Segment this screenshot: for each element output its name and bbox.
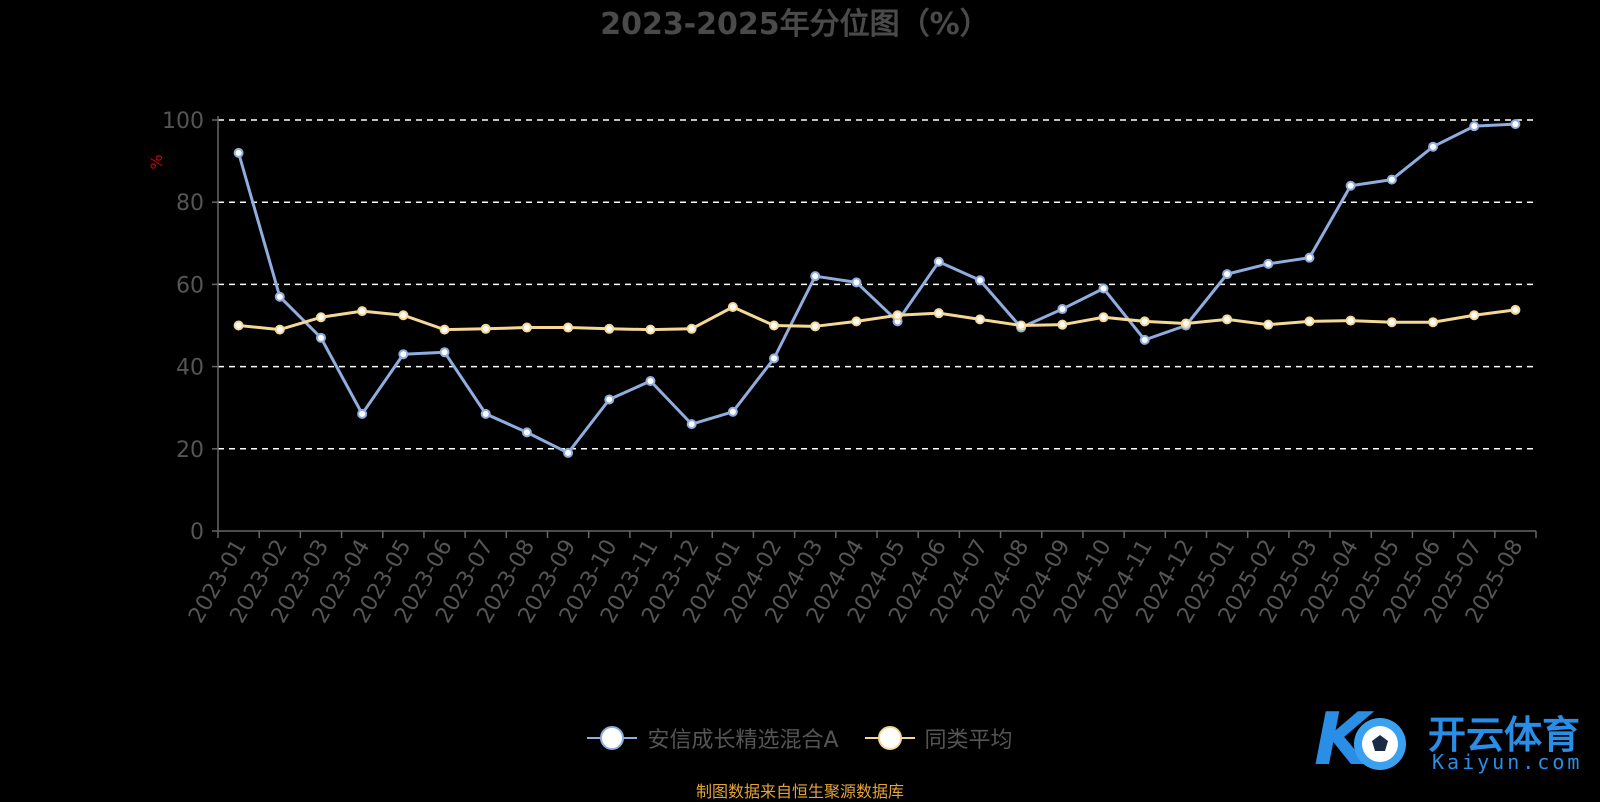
data-point (974, 314, 985, 325)
y-axis-unit: % (147, 154, 166, 169)
data-source-note: 制图数据来自恒生聚源数据库 (695, 782, 904, 801)
data-point (1469, 310, 1480, 321)
y-tick-label: 60 (176, 273, 204, 298)
data-point (521, 427, 532, 438)
legend-item-series-2[interactable]: 同类平均 (864, 722, 1013, 754)
data-point (645, 324, 656, 335)
data-point (315, 312, 326, 323)
series-line (237, 122, 1516, 455)
data-point (727, 302, 738, 313)
data-point (1222, 314, 1233, 325)
data-point (686, 419, 697, 430)
data-point (274, 291, 285, 302)
logo-url: Kaiyun.com (1432, 750, 1583, 774)
data-point (233, 147, 244, 158)
data-point (933, 256, 944, 267)
data-point (851, 316, 862, 327)
data-point (1180, 318, 1191, 329)
legend-item-series-1[interactable]: 安信成长精选混合A (587, 722, 839, 754)
data-point (1139, 334, 1150, 345)
data-point (1263, 258, 1274, 269)
series-2 (233, 302, 1521, 335)
y-tick-label: 80 (176, 191, 204, 216)
y-tick-label: 40 (176, 356, 204, 381)
data-point (1057, 304, 1068, 315)
data-point (1510, 119, 1521, 130)
data-point (1139, 316, 1150, 327)
data-point (604, 394, 615, 405)
series-group (233, 119, 1521, 458)
data-point (1222, 269, 1233, 280)
data-point (1304, 316, 1315, 327)
data-point (1345, 180, 1356, 191)
data-point (357, 408, 368, 419)
data-point (274, 324, 285, 335)
x-axis-ticks: 2023-012023-022023-032023-042023-052023-… (184, 531, 1537, 628)
data-point (810, 321, 821, 332)
y-tick-label: 0 (190, 520, 204, 545)
data-point (851, 277, 862, 288)
logo-wordmark: 开云体育 (1428, 713, 1581, 757)
line-chart: 2023-2025年分位图（%） % 0 20 40 60 80 100 2023-012… (147, 7, 1537, 628)
soccer-ball-logo-icon: K (1314, 697, 1406, 781)
data-point (439, 324, 450, 335)
series-1 (233, 119, 1521, 458)
legend-label-series-1: 安信成长精选混合A (647, 728, 839, 753)
data-point (769, 353, 780, 364)
legend-label-series-2: 同类平均 (924, 728, 1013, 753)
data-point (439, 347, 450, 358)
legend: 安信成长精选混合A 同类平均 (0, 718, 1600, 758)
brand-logo: K 开云体育 Kaiyun.com (1312, 697, 1592, 781)
data-point (398, 310, 409, 321)
data-point (521, 322, 532, 333)
data-point (1428, 141, 1439, 152)
data-point (1016, 320, 1027, 331)
data-point (1469, 121, 1480, 132)
data-point (1263, 319, 1274, 330)
data-point (727, 406, 738, 417)
data-point (1098, 312, 1109, 323)
data-point (1386, 317, 1397, 328)
data-point (1098, 283, 1109, 294)
data-point (563, 322, 574, 333)
data-point (1428, 317, 1439, 328)
data-point (1386, 174, 1397, 185)
data-point (1304, 252, 1315, 263)
series-line (238, 305, 1516, 332)
axes (217, 116, 1536, 532)
data-point (686, 323, 697, 334)
data-point (769, 320, 780, 331)
legend-marker-series-1 (587, 726, 638, 750)
data-point (398, 349, 409, 360)
data-point (933, 308, 944, 319)
data-point (974, 275, 985, 286)
data-point (645, 375, 656, 386)
grid-lines (218, 119, 1536, 450)
chart-title: 2023-2025年分位图（%） (600, 7, 990, 42)
data-point (315, 332, 326, 343)
data-point (1345, 315, 1356, 326)
legend-marker-series-2 (864, 726, 915, 750)
data-point (233, 320, 244, 331)
data-point (357, 306, 368, 317)
data-point (604, 323, 615, 334)
data-point (480, 323, 491, 334)
data-point (1510, 304, 1521, 315)
y-axis-ticks: 0 20 40 60 80 100 (162, 109, 218, 545)
data-point (1057, 319, 1068, 330)
data-point (563, 447, 574, 458)
data-point (810, 271, 821, 282)
data-point (892, 310, 903, 321)
y-tick-label: 20 (176, 438, 204, 463)
data-point (480, 408, 491, 419)
y-tick-label: 100 (162, 109, 204, 134)
